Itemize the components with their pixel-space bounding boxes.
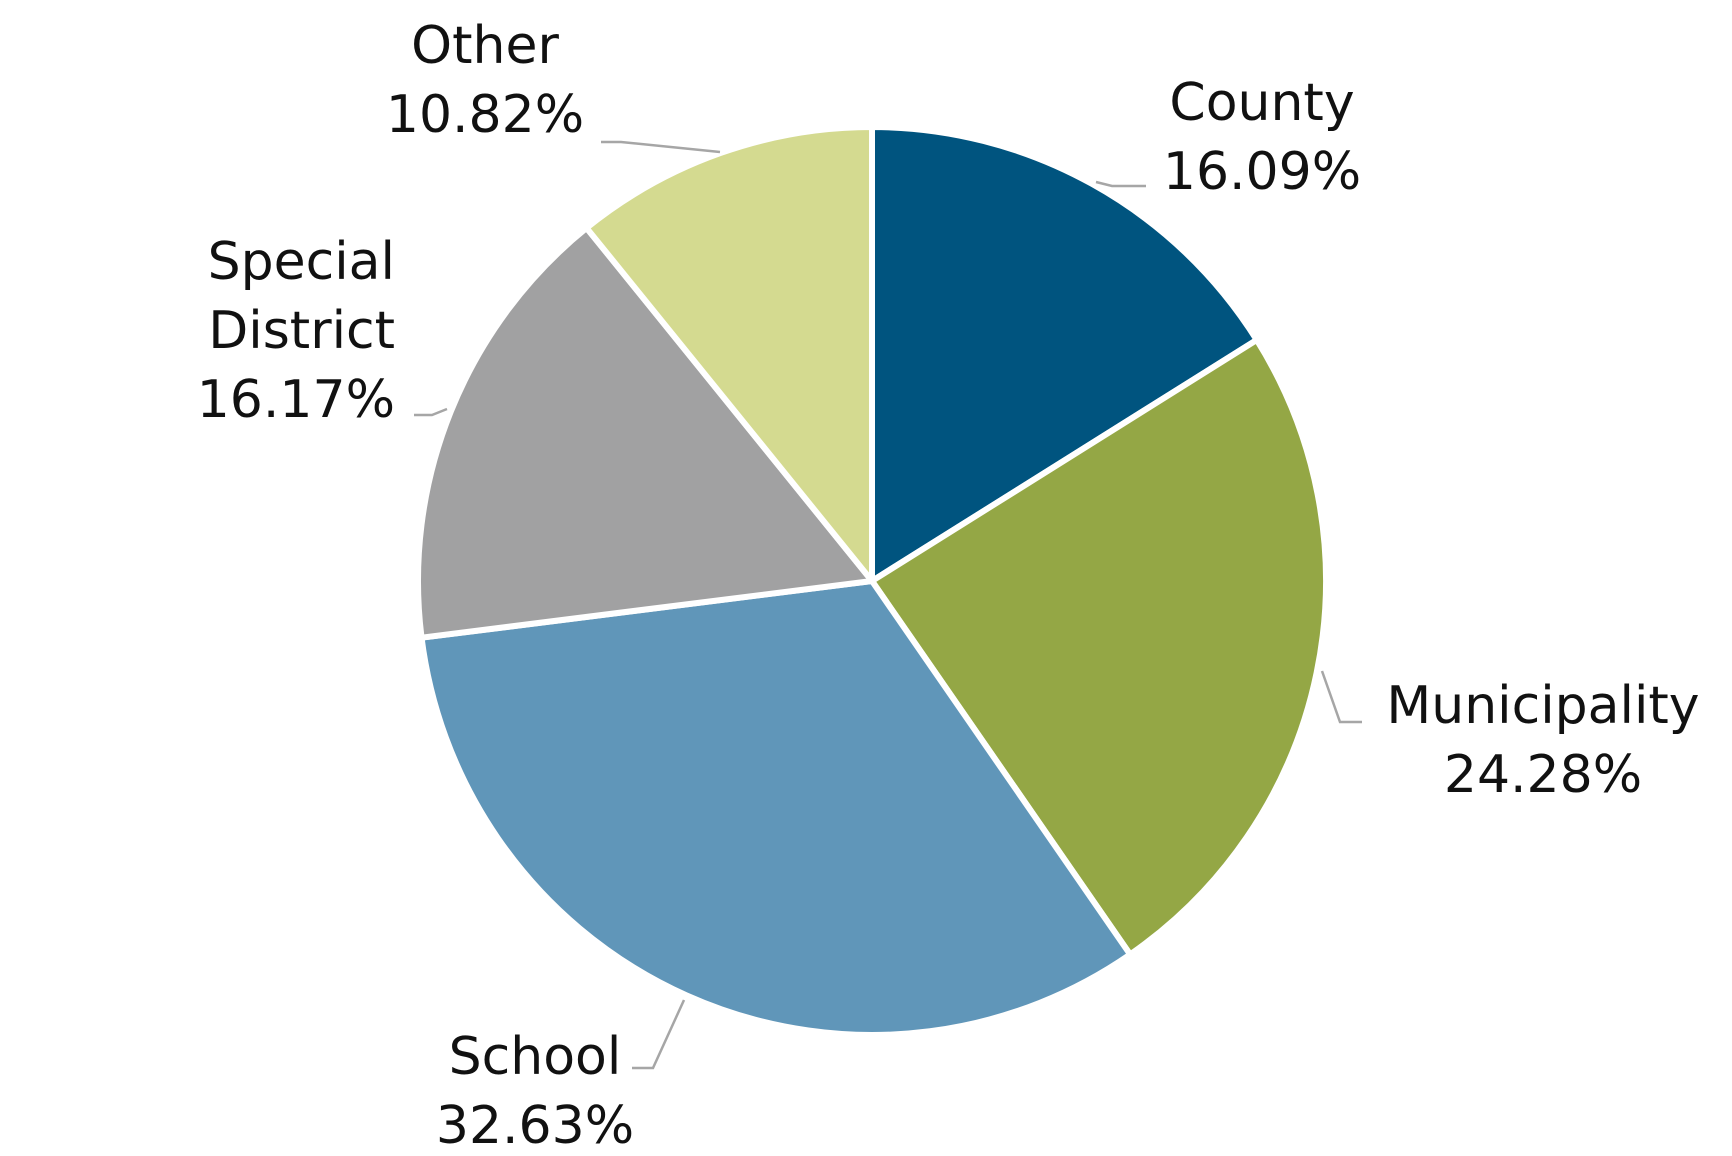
slice-category-label: School <box>449 1027 622 1087</box>
slice-value-label: 24.28% <box>1444 745 1642 805</box>
leader-line-special-district <box>414 407 448 417</box>
label-leader-lines <box>414 140 1362 1070</box>
slice-value-label: 32.63% <box>436 1096 634 1156</box>
pie-slice-other <box>583 124 875 584</box>
slice-label-other: Other 10.82% <box>386 16 584 145</box>
pie-slice-special-district <box>415 224 875 641</box>
slice-value-label: 16.17% <box>197 370 395 430</box>
slice-label-school: School 32.63% <box>436 1027 634 1156</box>
slice-category-label: Municipality <box>1386 676 1699 736</box>
leader-line-county <box>1095 180 1146 188</box>
slice-label-special-district: Special District 16.17% <box>197 232 395 430</box>
slice-category-label: County <box>1169 73 1354 133</box>
slice-label-municipality: Municipality 24.28% <box>1386 676 1699 805</box>
leader-line-school <box>632 999 686 1070</box>
leader-line-other <box>601 140 721 154</box>
pie-slice-county <box>869 124 1260 584</box>
pie-slice-school <box>418 578 1134 1038</box>
pie-slices <box>415 124 1329 1038</box>
slice-category-label: Other <box>411 16 559 76</box>
slice-value-label: 10.82% <box>386 85 584 145</box>
pie-slice-municipality <box>869 336 1329 958</box>
slice-category-label: District <box>208 301 395 361</box>
leader-line-municipality <box>1320 670 1362 724</box>
slice-category-label: Special <box>208 232 395 292</box>
slice-label-county: County 16.09% <box>1163 73 1361 202</box>
slice-labels: County 16.09% Municipality 24.28% School 32.6… <box>197 16 1700 1156</box>
slice-value-label: 16.09% <box>1163 142 1361 202</box>
